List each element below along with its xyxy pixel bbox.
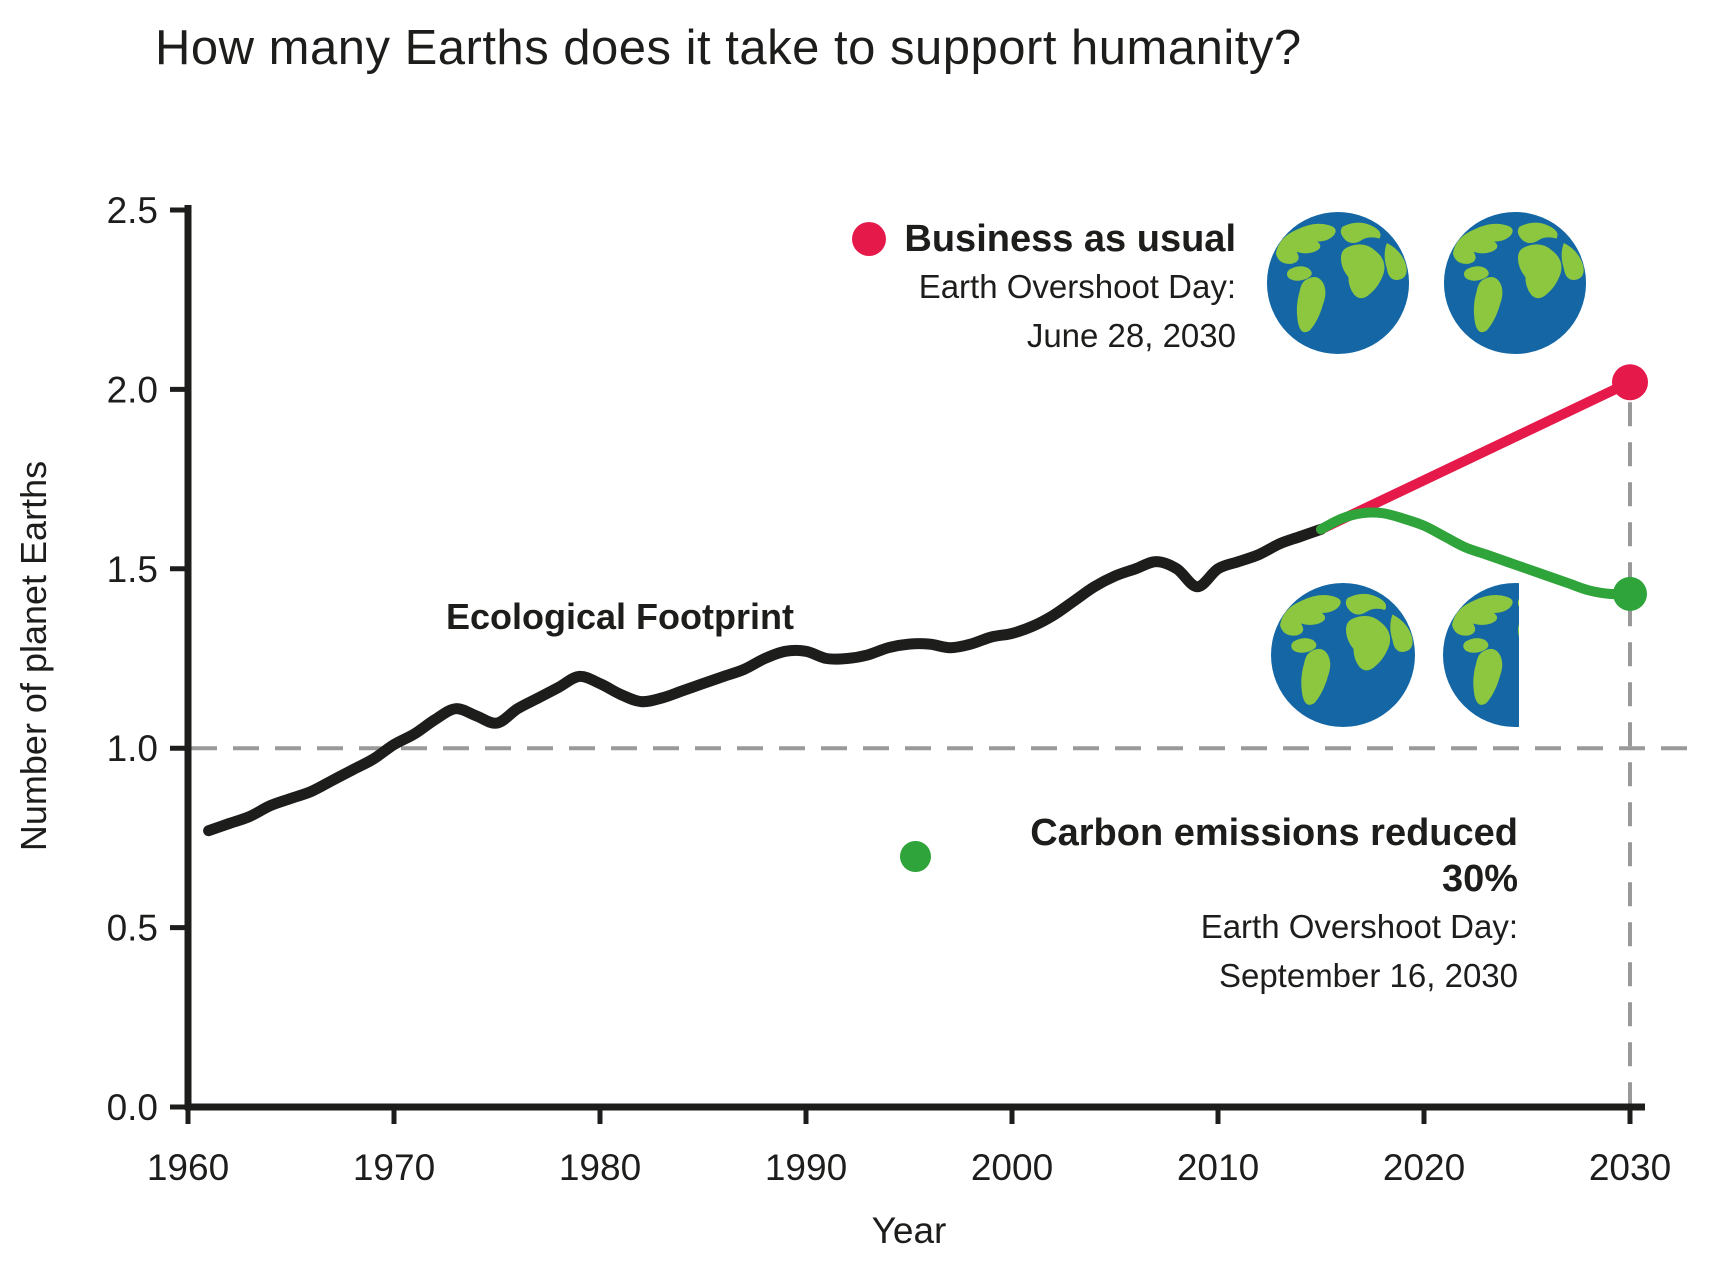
green-dot-icon [900, 840, 931, 872]
x-tick-label: 2000 [971, 1147, 1053, 1188]
y-tick-label: 1.0 [107, 728, 158, 769]
x-tick-label: 2020 [1383, 1147, 1465, 1188]
x-tick-label: 2030 [1589, 1147, 1671, 1188]
legend-reduced-label: Carbon emissions reduced 30% [1030, 812, 1518, 900]
legend-reduced-subtitle: Earth Overshoot Day: [1200, 908, 1518, 945]
series-endpoint-dot-red [1612, 364, 1648, 401]
y-axis-title: Number of planet Earths [13, 460, 54, 852]
x-tick-label: 1980 [559, 1147, 641, 1188]
legend-carbon-reduced: Carbon emissions reduced 30% Earth Overs… [900, 810, 1518, 1000]
legend-reduced-date: September 16, 2030 [1218, 957, 1518, 994]
earth-icons-carbon-reduced [1271, 583, 1587, 727]
y-tick-label: 2.5 [107, 190, 158, 231]
plot-area: 0.0 0.5 1.0 1.5 2.0 2.5 1960 1970 1980 1990 2000 20… [107, 190, 1702, 1188]
earth-globe-icon [1271, 583, 1415, 727]
series-endpoint-dot-green [1613, 576, 1647, 611]
y-tick-label: 1.5 [107, 549, 158, 590]
y-tick-label: 0.5 [107, 908, 158, 949]
series-line-black [203, 523, 1327, 837]
legend-bau-subtitle: Earth Overshoot Day: [918, 268, 1236, 305]
page-title: How many Earths does it take to support … [155, 21, 1302, 75]
ecological-footprint-label: Ecological Footprint [446, 596, 794, 637]
red-dot-icon [852, 222, 887, 256]
legend-business-as-usual: Business as usual Earth Overshoot Day: J… [700, 216, 1236, 360]
x-tick-label: 1990 [765, 1147, 847, 1188]
series-line-red [1316, 377, 1635, 535]
y-tick-label: 0.0 [107, 1087, 158, 1128]
legend-bau-label: Business as usual [904, 218, 1236, 260]
earth-icons-business-as-usual [1267, 212, 1586, 354]
x-tick-label: 2010 [1177, 1147, 1259, 1188]
half-earth-globe-icon [1443, 583, 1587, 727]
x-tick-label: 1970 [353, 1147, 435, 1188]
earth-globe-icon [1444, 212, 1586, 354]
x-tick-label: 1960 [147, 1147, 229, 1188]
series-line-green [1316, 507, 1635, 600]
earth-globe-icon [1267, 212, 1409, 354]
legend-bau-date: June 28, 2030 [1026, 317, 1236, 354]
y-tick-label: 2.0 [107, 369, 158, 410]
x-axis-title: Year [871, 1210, 947, 1251]
